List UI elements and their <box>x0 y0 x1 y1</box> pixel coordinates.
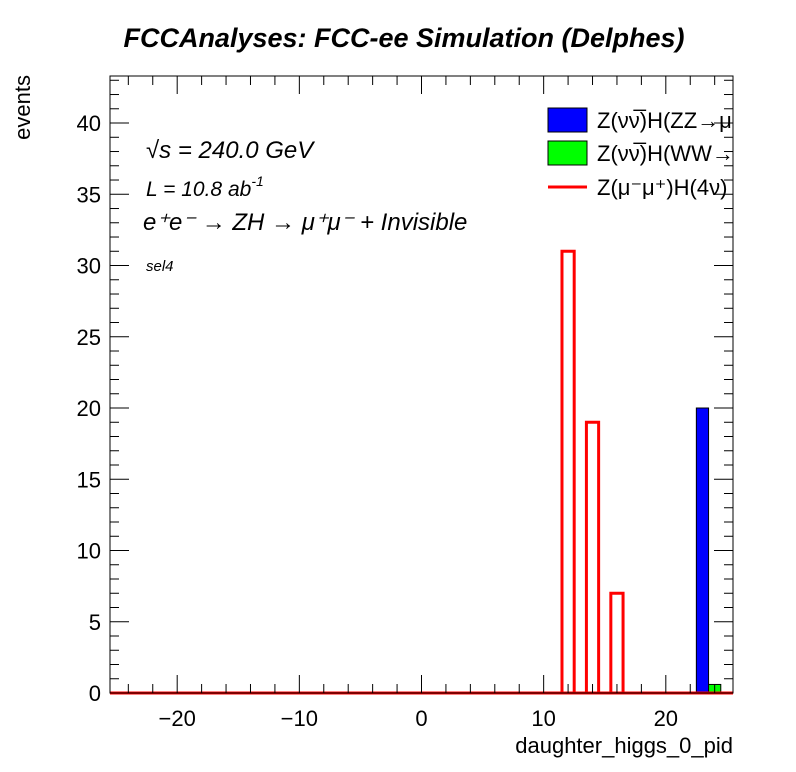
y-tick-label: 15 <box>77 467 101 492</box>
bar-series-0-bin-0 <box>695 407 710 694</box>
y-axis-ticks: 0 5 10 15 20 25 30 35 40 <box>77 79 733 706</box>
y-tick-label: 40 <box>77 111 101 136</box>
x-tick-label: 20 <box>654 706 678 731</box>
y-tick-label: 30 <box>77 254 101 279</box>
y-tick-label: 5 <box>89 610 101 635</box>
legend-label: Z(μ⁻μ⁺)H(4ν) <box>597 175 727 200</box>
x-tick-label: 0 <box>415 706 427 731</box>
y-tick-label: 20 <box>77 396 101 421</box>
x-tick-label: 10 <box>531 706 555 731</box>
y-tick-label: 0 <box>89 681 101 706</box>
x-tick-label: −20 <box>159 706 196 731</box>
legend-label: Z(νν̅)H(WW→μ⁻ν̅μ <box>597 141 782 166</box>
bar-series-2-bin-1 <box>584 420 601 693</box>
process-annotation: e⁺e⁻ → ZH → μ⁺μ⁻ + Invisible <box>143 209 467 236</box>
annotations: √s = 240.0 GeV L = 10.8 ab-1 e⁺e⁻ → ZH →… <box>143 137 467 275</box>
bar-series-2-bin-0 <box>560 249 576 693</box>
x-tick-label: −10 <box>281 706 318 731</box>
y-tick-label: 35 <box>77 182 101 207</box>
chart-title: FCCAnalyses: FCC-ee Simulation (Delphes) <box>123 23 684 53</box>
legend-swatch <box>547 140 588 166</box>
energy-annotation: √s = 240.0 GeV <box>146 137 315 164</box>
plot-frame <box>109 75 734 694</box>
selection-annotation: sel4 <box>146 258 174 275</box>
y-tick-label: 25 <box>77 325 101 350</box>
histogram-bars <box>110 249 733 695</box>
luminosity-exponent: -1 <box>251 173 263 189</box>
y-tick-label: 10 <box>77 539 101 564</box>
luminosity-value: L = 10.8 ab <box>146 178 252 201</box>
x-axis-ticks: −20 −10 0 10 20 <box>127 76 716 731</box>
bar-series-2-bin-2 <box>609 591 625 693</box>
luminosity-annotation: L = 10.8 ab-1 <box>146 173 264 201</box>
legend-label: Z(νν̅)H(ZZ→μ⁻μ⁺ν̅ <box>597 108 786 133</box>
y-axis-label: events <box>10 75 35 140</box>
legend: Z(νν̅)H(ZZ→μ⁻μ⁺ν̅ Z(νν̅)H(WW→μ⁻ν̅μ Z(μ⁻μ⁺)… <box>547 107 786 200</box>
x-axis-label: daughter_higgs_0_pid <box>515 733 733 758</box>
legend-swatch <box>547 107 588 133</box>
